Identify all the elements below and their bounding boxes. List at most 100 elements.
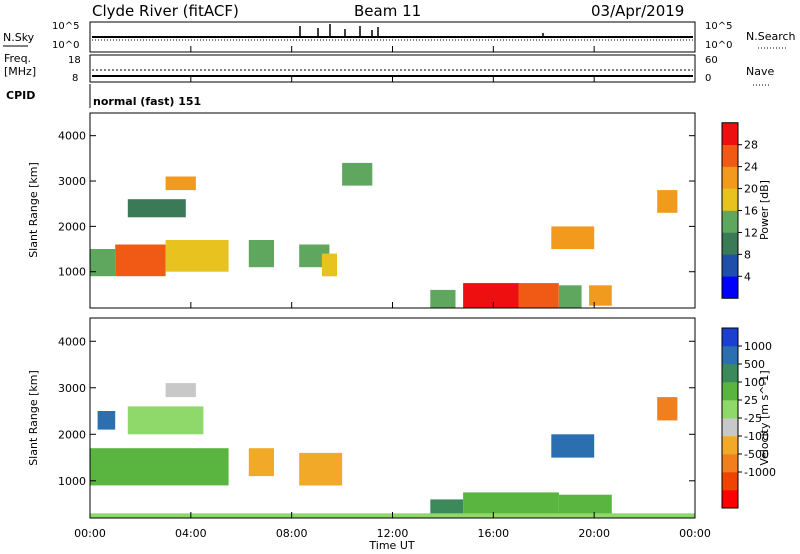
colorbar-swatch: [722, 418, 738, 437]
colorbar-swatch: [722, 382, 738, 401]
colorbar-swatch: [722, 254, 738, 277]
y-tick-label: 3000: [58, 382, 86, 395]
date-title: 03/Apr/2019: [591, 2, 684, 20]
freq-tick-top: 18: [68, 55, 81, 66]
x-axis-title: Time UT: [368, 539, 414, 552]
colorbar-tick-label: -100: [744, 430, 769, 443]
nsky-spikes: [299, 24, 544, 37]
power-y-ticks: 1000 2000 3000 4000: [58, 130, 695, 279]
heatmap-region: [558, 494, 612, 518]
beam-title: Beam 11: [354, 2, 421, 20]
colorbar-tick-label: 100: [744, 376, 765, 389]
x-tick-label: 20:00: [578, 527, 610, 540]
nave-tick-bottom: 0: [705, 73, 711, 84]
heatmap-region: [430, 289, 456, 308]
colorbar-swatch: [722, 472, 738, 491]
heatmap-region: [248, 240, 274, 268]
colorbar-tick-label: 24: [744, 161, 758, 174]
heatmap-region: [165, 176, 196, 191]
colorbar-tick-label: 12: [744, 226, 758, 239]
colorbar-swatch: [722, 122, 738, 145]
colorbar-swatch: [722, 276, 738, 299]
heatmap-region: [127, 406, 204, 435]
power-ylabel: Slant Range [km]: [27, 162, 40, 258]
y-tick-label: 3000: [58, 175, 86, 188]
heatmap-region: [321, 253, 337, 277]
nsky-label: N.Sky: [3, 31, 35, 44]
power-colorbar: 4 8 12 16 20 24 28: [721, 122, 758, 299]
colorbar-tick-label: 20: [744, 183, 758, 196]
colorbar-swatch: [722, 166, 738, 189]
x-axis-ticks: 00:00 04:00 08:00 12:00 16:00 20:00 00:00: [74, 46, 711, 540]
station-title: Clyde River (fitACF): [92, 2, 239, 20]
heatmap-region: [551, 226, 595, 250]
heatmap-region: [558, 285, 582, 308]
heatmap-region: [463, 283, 519, 308]
nave-label: Nave: [746, 65, 774, 78]
heatmap-region: [657, 397, 678, 421]
heatmap-region: [127, 199, 186, 218]
velocity-y-ticks: 1000 2000 3000 4000: [58, 335, 695, 488]
colorbar-tick-label: -1000: [744, 466, 776, 479]
velocity-colorbar: 1000 500 100 25 -25 -100 -500 -1000: [721, 327, 776, 509]
heatmap-region: [115, 244, 166, 277]
heatmap-region: [299, 452, 343, 486]
colorbar-swatch: [722, 144, 738, 167]
velocity-ylabel: Slant Range [km]: [27, 370, 40, 466]
y-tick-label: 4000: [58, 335, 86, 348]
y-tick-label: 4000: [58, 130, 86, 143]
y-tick-label: 2000: [58, 428, 86, 441]
velocity-colorbar-label: Velocity [m s^-1]: [758, 370, 771, 465]
heatmap-region: [248, 448, 274, 477]
cpid-value: normal (fast) 151: [93, 95, 201, 108]
heatmap-region: [518, 283, 559, 308]
colorbar-swatch: [722, 400, 738, 419]
freq-tick-bottom: 8: [72, 73, 78, 84]
colorbar-tick-label: 4: [744, 270, 751, 283]
power-colorbar-label: Power [dB]: [758, 180, 771, 240]
colorbar-tick-label: 16: [744, 205, 758, 218]
nsearch-tick-top: 10^5: [705, 21, 732, 32]
x-tick-label: 16:00: [477, 527, 509, 540]
colorbar-tick-label: 25: [744, 394, 758, 407]
nsky-tick-top: 10^5: [52, 21, 79, 32]
nsearch-tick-bottom: 10^0: [705, 40, 732, 51]
colorbar-tick-label: 1000: [744, 340, 772, 353]
colorbar-swatch: [722, 364, 738, 383]
freq-label-2: [MHz]: [4, 65, 36, 78]
nsearch-label: N.Search: [746, 30, 796, 43]
heatmap-region: [551, 434, 595, 458]
x-tick-label: 04:00: [175, 527, 207, 540]
colorbar-swatch: [722, 454, 738, 473]
heatmap-region: [342, 162, 373, 186]
heatmap-region: [97, 411, 116, 430]
colorbar-tick-label: -500: [744, 448, 769, 461]
x-tick-label: 12:00: [377, 527, 409, 540]
power-panel-bg: [90, 113, 695, 308]
y-tick-label: 2000: [58, 220, 86, 233]
nsky-tick-bottom: 10^0: [52, 40, 79, 51]
colorbar-tick-label: -25: [744, 412, 762, 425]
colorbar-tick-label: 8: [744, 248, 751, 261]
colorbar-swatch: [722, 232, 738, 255]
y-tick-label: 1000: [58, 266, 86, 279]
x-tick-label: 00:00: [74, 527, 106, 540]
colorbar-swatch: [722, 436, 738, 455]
colorbar-swatch: [722, 210, 738, 233]
colorbar-tick-label: 28: [744, 139, 758, 152]
heatmap-region: [165, 240, 229, 272]
freq-label-1: Freq.: [4, 52, 31, 65]
y-tick-label: 1000: [58, 475, 86, 488]
colorbar-swatch: [722, 188, 738, 211]
heatmap-region: [657, 190, 678, 213]
nave-tick-top: 60: [705, 55, 718, 66]
x-tick-label: 00:00: [679, 527, 711, 540]
colorbar-swatch: [722, 328, 738, 347]
cpid-label: CPID: [6, 89, 35, 102]
power-heatmap: [90, 162, 678, 308]
heatmap-region: [90, 448, 229, 486]
colorbar-swatch: [722, 346, 738, 365]
x-tick-label: 08:00: [276, 527, 308, 540]
heatmap-region: [299, 244, 330, 268]
